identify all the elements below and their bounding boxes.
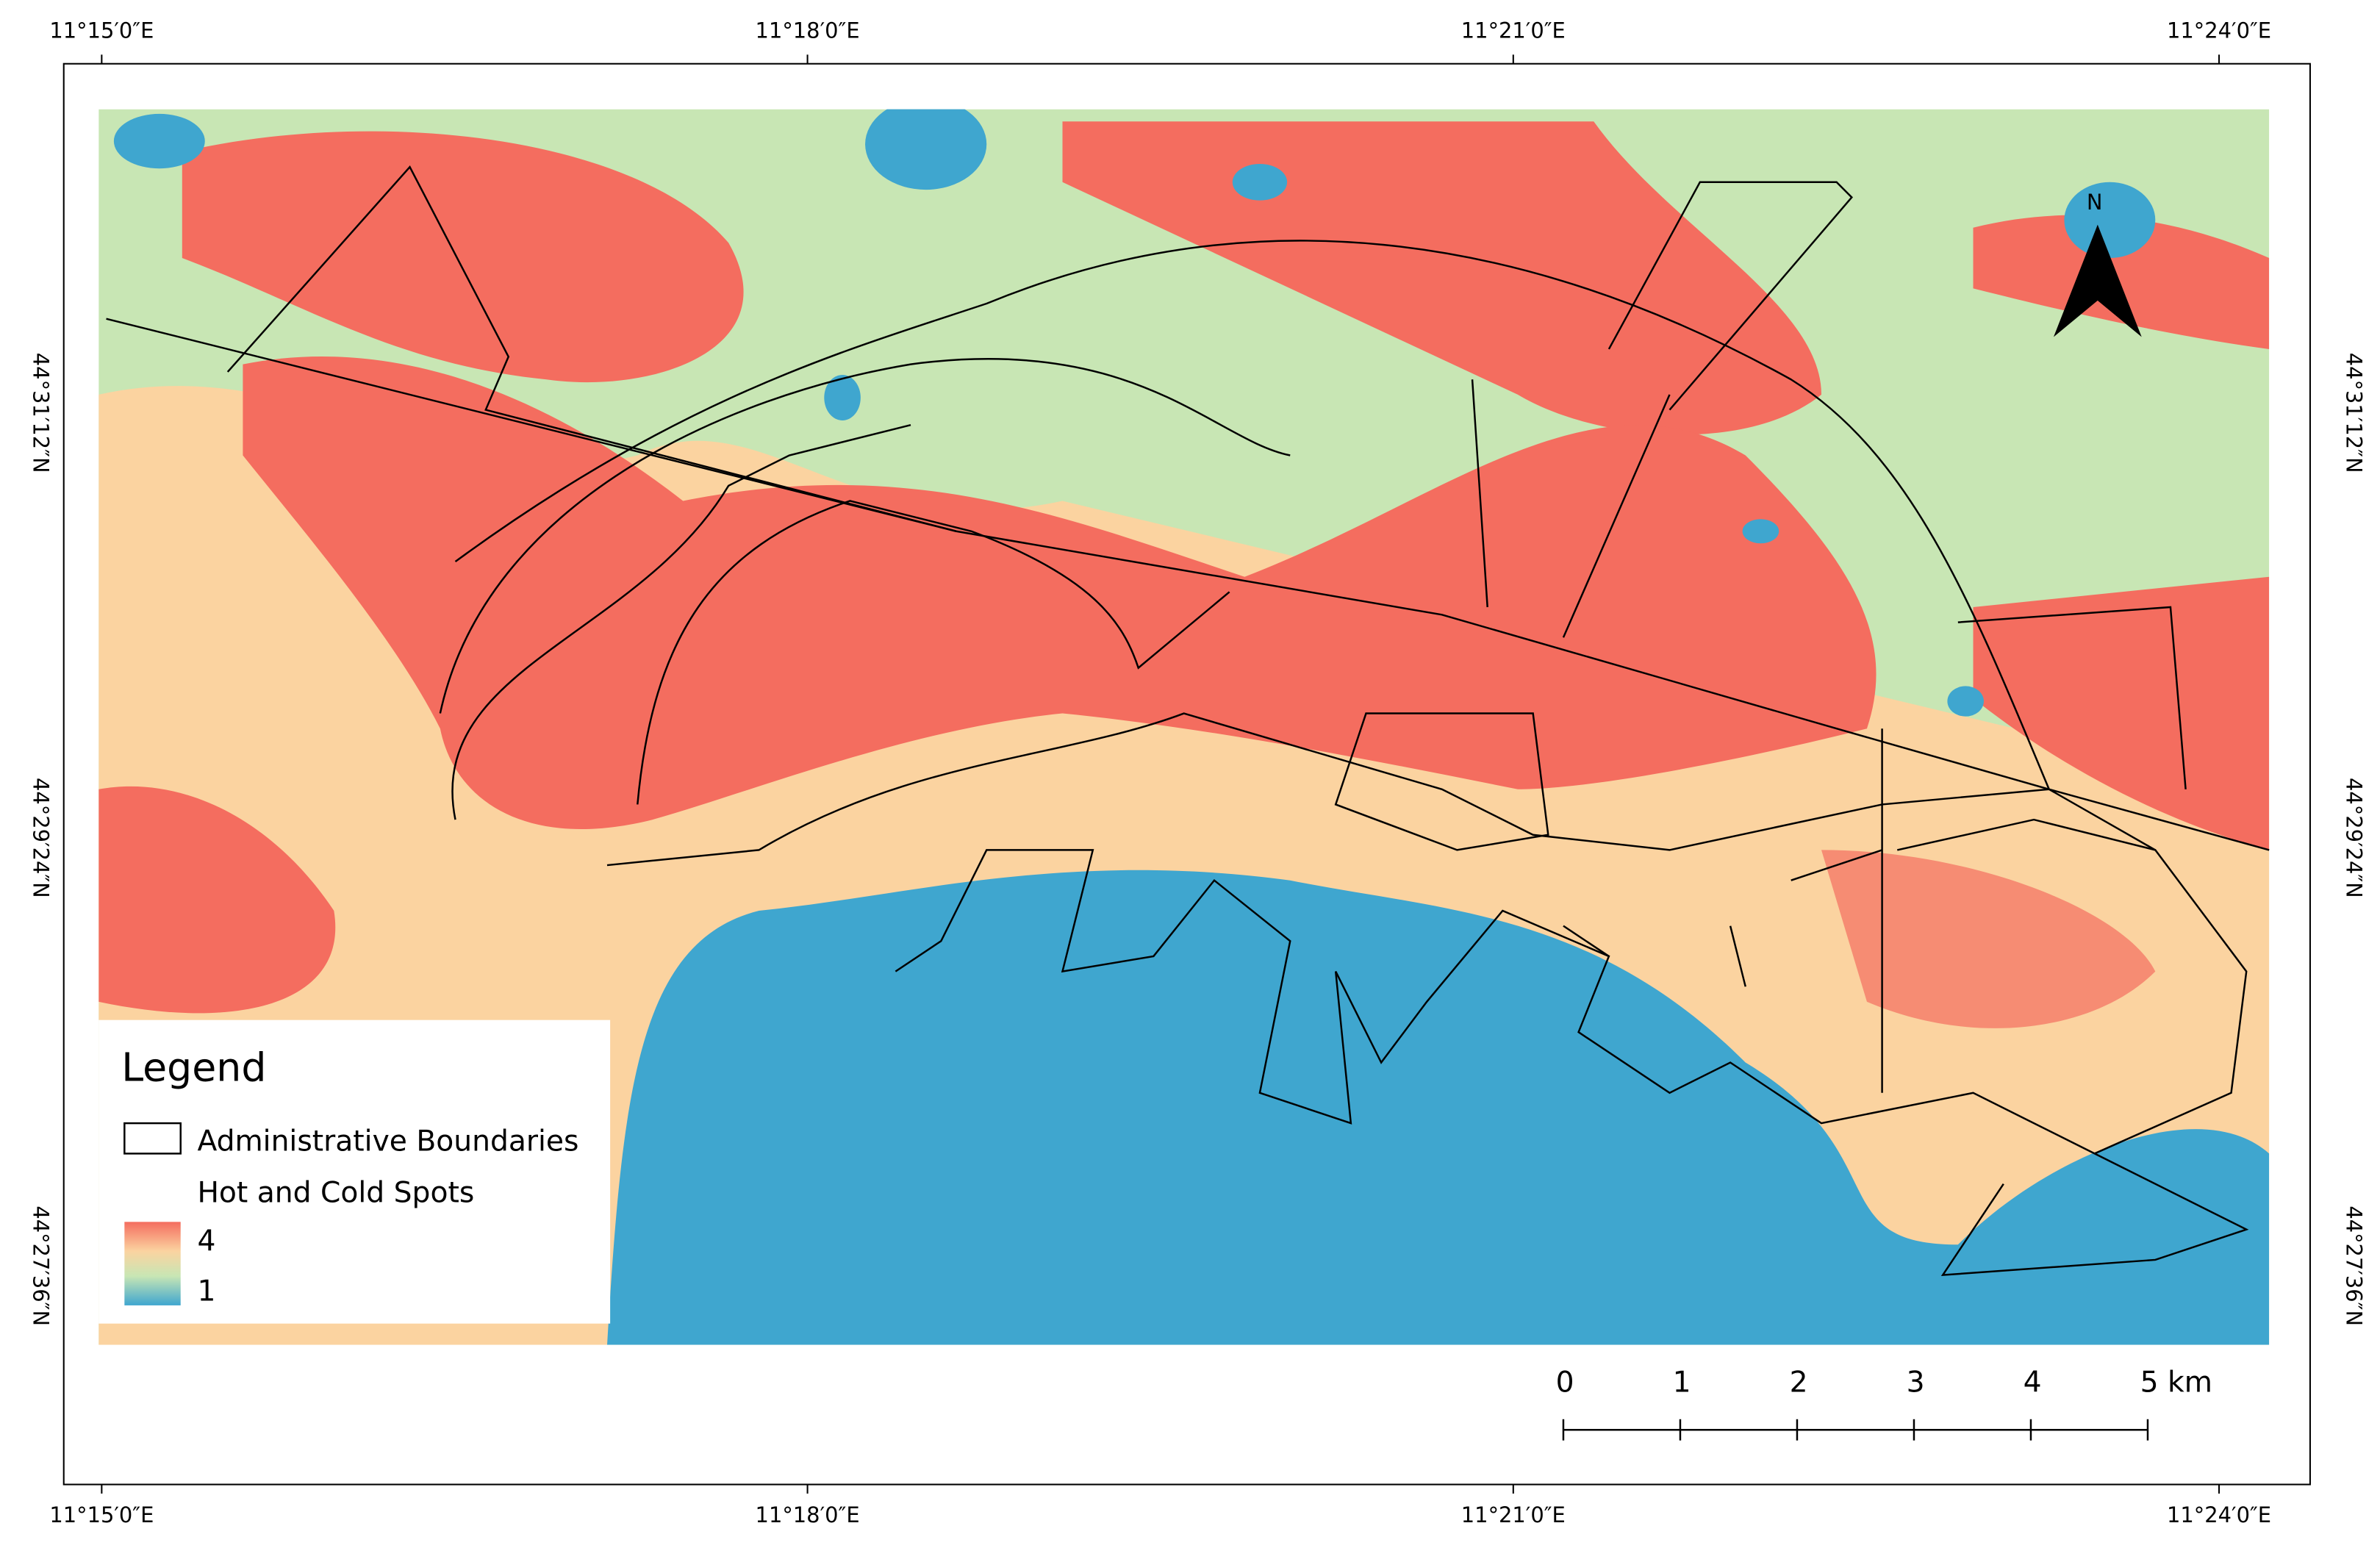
lon-label: 11°24′0″E (2167, 18, 2271, 43)
lat-label: 44°31′12″N (2341, 353, 2366, 473)
legend-ramp (124, 1222, 181, 1305)
administrative-boundaries (106, 165, 2270, 1277)
scale-bar: 0 1 2 3 4 5 km (1556, 1366, 2212, 1441)
scale-label: 3 (1907, 1366, 1925, 1400)
lon-label: 11°18′0″E (756, 18, 860, 43)
lat-label: 44°29′24″N (28, 778, 53, 898)
scale-label: 0 (1556, 1366, 1574, 1400)
scale-label: 5 km (2140, 1366, 2212, 1400)
legend-ramp-label: 4 (197, 1225, 215, 1258)
legend: Legend Administrative Boundaries Hot and… (98, 1020, 611, 1324)
legend-box (98, 1020, 611, 1324)
lat-label: 44°27′36″N (28, 1205, 53, 1326)
scale-label: 2 (1790, 1366, 1808, 1400)
map-layer: N Legend Administrative Boundaries Hot a… (28, 18, 2366, 1528)
lat-label: 44°31′12″N (28, 353, 53, 473)
lon-label: 11°24′0″E (2167, 1502, 2271, 1527)
scale-label: 1 (1673, 1366, 1691, 1400)
north-label: N (2087, 190, 2103, 215)
north-arrow: N (2053, 190, 2142, 337)
lon-label: 11°21′0″E (1461, 1502, 1566, 1527)
legend-ramp-label: 1 (197, 1275, 215, 1308)
legend-swatch (123, 1122, 182, 1155)
lon-label: 11°18′0″E (756, 1502, 860, 1527)
lon-label: 11°21′0″E (1461, 18, 1566, 43)
legend-item: Administrative Boundaries (197, 1125, 578, 1158)
legend-item: Hot and Cold Spots (197, 1176, 474, 1209)
legend-title: Legend (121, 1044, 266, 1090)
lon-label: 11°15′0″E (49, 18, 154, 43)
north-arrow-shape (2053, 224, 2142, 337)
lat-label: 44°27′36″N (2341, 1205, 2366, 1326)
lat-label: 44°29′24″N (2341, 778, 2366, 898)
scale-label: 4 (2024, 1366, 2042, 1400)
lon-label: 11°15′0″E (49, 1502, 154, 1527)
